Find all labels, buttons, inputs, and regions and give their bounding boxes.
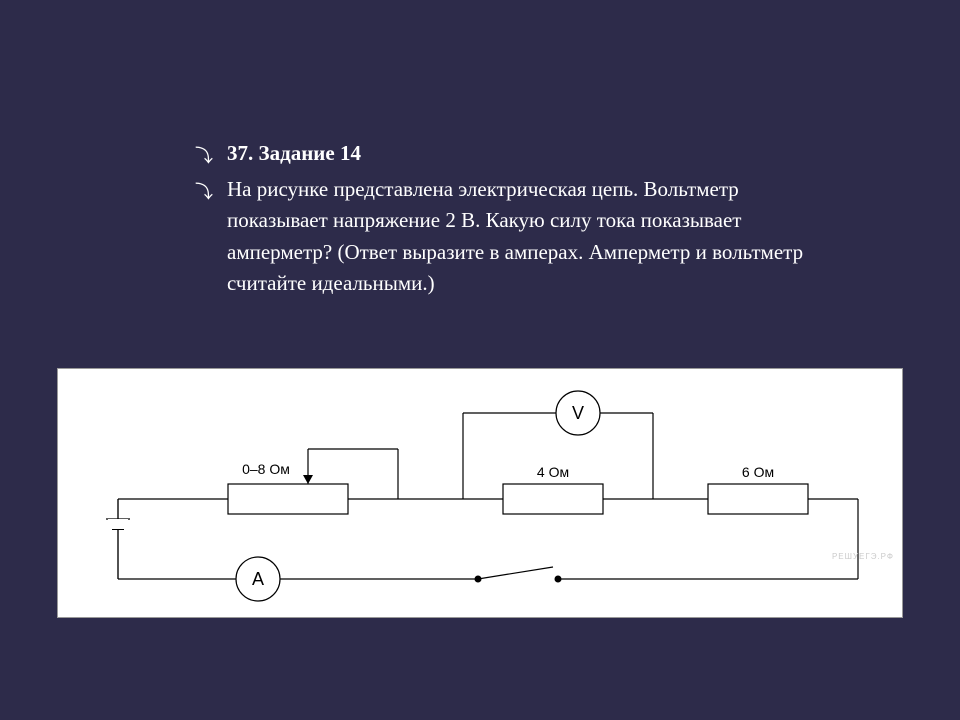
task-body: На рисунке представлена электрическая це… — [227, 174, 815, 300]
resistor1-label: 4 Ом — [537, 464, 569, 480]
bullet-icon: ⤵ — [195, 178, 213, 204]
text-block: ⤵ 37. Задание 14 ⤵ На рисунке представле… — [195, 138, 815, 304]
body-line: ⤵ На рисунке представлена электрическая … — [195, 174, 815, 300]
resistor2-label: 6 Ом — [742, 464, 774, 480]
circuit-diagram: 0–8 Ом V 4 Ом — [57, 368, 903, 618]
watermark: РЕШУЕГЭ.РФ — [832, 552, 894, 561]
bullet-icon: ⤵ — [195, 142, 213, 168]
voltmeter-label: V — [572, 403, 584, 423]
ammeter-label: A — [252, 569, 264, 589]
slide: ⤵ 37. Задание 14 ⤵ На рисунке представле… — [0, 0, 960, 720]
task-title: 37. Задание 14 — [227, 138, 361, 170]
title-line: ⤵ 37. Задание 14 — [195, 138, 815, 170]
rheostat-label: 0–8 Ом — [242, 461, 290, 477]
